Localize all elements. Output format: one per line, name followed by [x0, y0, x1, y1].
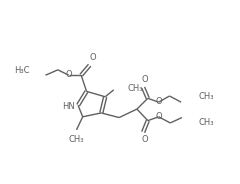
Text: HN: HN: [62, 102, 75, 111]
Text: O: O: [90, 53, 96, 62]
Text: CH₃: CH₃: [199, 92, 215, 101]
Text: O: O: [155, 112, 162, 121]
Text: O: O: [155, 97, 162, 106]
Text: CH₃: CH₃: [69, 135, 84, 144]
Text: CH₃: CH₃: [199, 118, 215, 127]
Text: O: O: [141, 135, 148, 144]
Text: CH₃: CH₃: [128, 84, 143, 93]
Text: O: O: [141, 75, 148, 84]
Text: O: O: [66, 70, 72, 79]
Text: H₃C: H₃C: [14, 66, 30, 75]
